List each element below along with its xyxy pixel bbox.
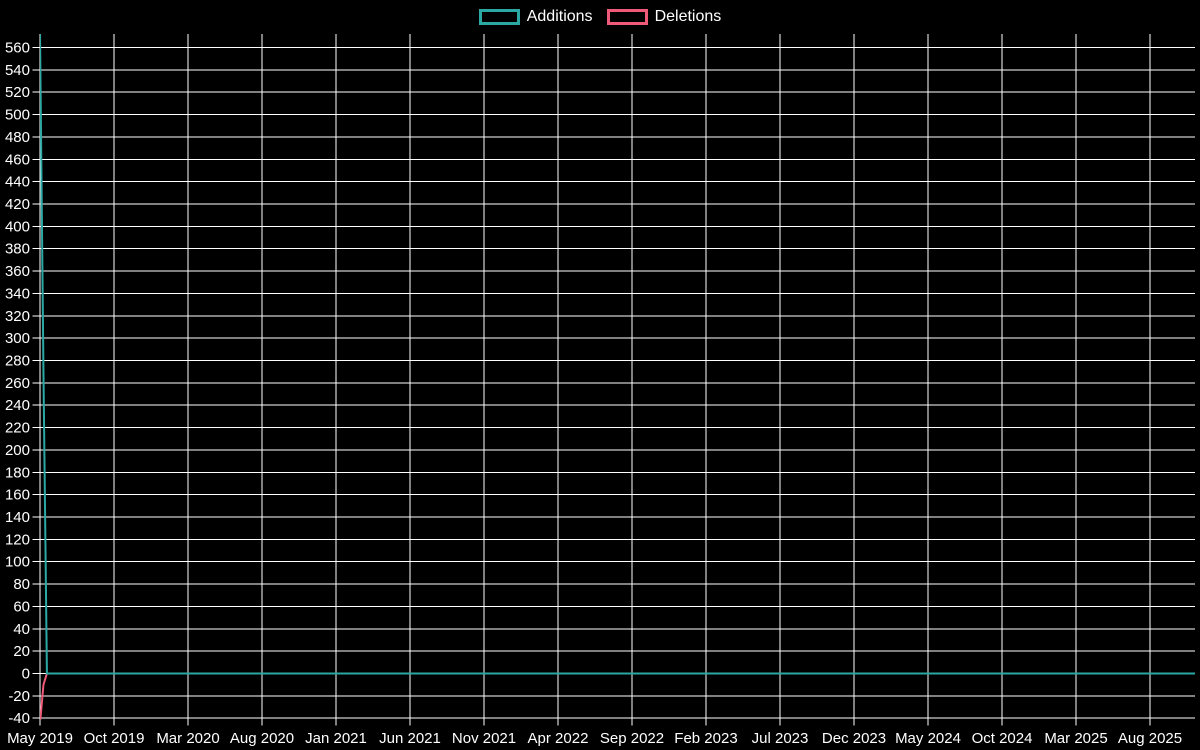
legend-label-deletions: Deletions <box>654 8 722 25</box>
legend-item-additions[interactable]: Additions <box>478 8 593 26</box>
svg-text:60: 60 <box>13 598 30 615</box>
svg-text:440: 440 <box>5 174 30 191</box>
svg-text:Jun 2021: Jun 2021 <box>379 730 441 747</box>
svg-text:500: 500 <box>5 107 30 124</box>
svg-text:Jul 2023: Jul 2023 <box>752 730 809 747</box>
legend-label-additions: Additions <box>526 8 593 25</box>
svg-text:180: 180 <box>5 464 30 481</box>
svg-text:400: 400 <box>5 218 30 235</box>
svg-text:Dec 2023: Dec 2023 <box>822 730 886 747</box>
additions-swatch-icon <box>478 9 520 25</box>
svg-text:Oct 2024: Oct 2024 <box>972 730 1033 747</box>
svg-text:520: 520 <box>5 84 30 101</box>
svg-text:May 2024: May 2024 <box>895 730 961 747</box>
additions-line <box>40 34 1195 675</box>
svg-text:320: 320 <box>5 308 30 325</box>
svg-text:140: 140 <box>5 509 30 526</box>
svg-text:Sep 2022: Sep 2022 <box>600 730 664 747</box>
svg-text:220: 220 <box>5 420 30 437</box>
svg-text:May 2019: May 2019 <box>7 730 73 747</box>
svg-text:260: 260 <box>5 375 30 392</box>
svg-text:Mar 2025: Mar 2025 <box>1044 730 1107 747</box>
svg-text:Nov 2021: Nov 2021 <box>452 730 516 747</box>
svg-text:Jan 2021: Jan 2021 <box>305 730 367 747</box>
svg-text:200: 200 <box>5 442 30 459</box>
svg-text:420: 420 <box>5 196 30 213</box>
svg-text:480: 480 <box>5 129 30 146</box>
svg-text:Feb 2023: Feb 2023 <box>674 730 737 747</box>
svg-text:Mar 2020: Mar 2020 <box>156 730 219 747</box>
svg-text:540: 540 <box>5 62 30 79</box>
svg-text:0: 0 <box>22 666 30 683</box>
svg-text:300: 300 <box>5 330 30 347</box>
svg-text:100: 100 <box>5 554 30 571</box>
legend-item-deletions[interactable]: Deletions <box>606 8 722 26</box>
svg-text:Aug 2020: Aug 2020 <box>230 730 294 747</box>
svg-text:160: 160 <box>5 487 30 504</box>
svg-text:80: 80 <box>13 576 30 593</box>
svg-text:340: 340 <box>5 285 30 302</box>
svg-text:40: 40 <box>13 621 30 638</box>
svg-text:120: 120 <box>5 531 30 548</box>
svg-text:20: 20 <box>13 643 30 660</box>
svg-text:Apr 2022: Apr 2022 <box>528 730 589 747</box>
svg-text:380: 380 <box>5 241 30 258</box>
svg-text:Oct 2019: Oct 2019 <box>84 730 145 747</box>
x-axis-labels: May 2019 Oct 2019 Mar 2020 Aug 2020 Jan 2021… <box>7 730 1182 747</box>
svg-text:280: 280 <box>5 353 30 370</box>
svg-text:240: 240 <box>5 397 30 414</box>
v-gridlines <box>39 34 1151 726</box>
svg-text:-40: -40 <box>8 710 30 727</box>
svg-text:460: 460 <box>5 151 30 168</box>
svg-text:360: 360 <box>5 263 30 280</box>
svg-text:560: 560 <box>5 40 30 57</box>
deletions-swatch-icon <box>606 9 648 25</box>
svg-text:-20: -20 <box>8 688 30 705</box>
y-axis-labels: 5605405205004804604404204003803603403203… <box>5 40 30 728</box>
svg-text:Aug 2025: Aug 2025 <box>1118 730 1182 747</box>
chart-legend: Additions Deletions <box>0 8 1200 26</box>
